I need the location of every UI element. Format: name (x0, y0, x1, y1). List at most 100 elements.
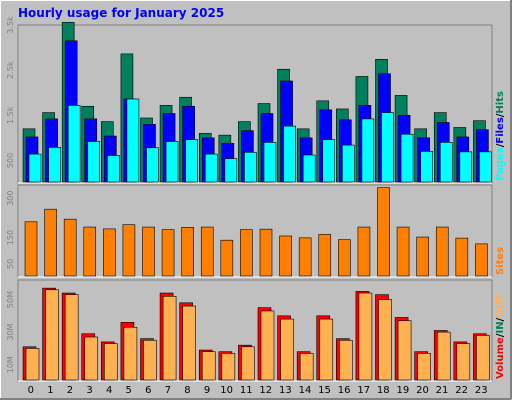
bar-pages-12 (263, 142, 277, 183)
x-tick-label: 15 (318, 385, 331, 396)
x-tick-label: 12 (259, 385, 272, 396)
bar-pages-19 (400, 133, 414, 183)
bar-sites-6 (142, 226, 155, 277)
bar-vol_in-20 (417, 353, 431, 381)
bar-pages-22 (459, 151, 473, 183)
bar-sites-20 (416, 236, 429, 277)
chart-panels: 5001.5k2.5k3.5kPages/Files/Hits50150300S… (6, 16, 506, 382)
x-tick-label: 1 (47, 385, 53, 396)
legend-separator: / (495, 333, 506, 337)
x-tick-label: 19 (397, 385, 410, 396)
bar-pages-10 (224, 158, 238, 183)
bar-sites-15 (318, 234, 332, 277)
bar-sites-11 (240, 229, 253, 277)
bar-vol_in-18 (378, 299, 392, 381)
legend-pages-files-hits: Pages/Files/Hits (495, 91, 506, 181)
bar-sites-23 (475, 243, 488, 277)
bar-pages-8 (185, 139, 198, 183)
x-tick-label: 8 (184, 385, 190, 396)
bar-vol_in-12 (260, 310, 275, 381)
bar-pages-9 (204, 153, 218, 183)
bar-pages-23 (479, 151, 492, 183)
bar-pages-21 (439, 142, 453, 183)
x-tick-label: 6 (145, 385, 151, 396)
x-tick-label: 23 (475, 385, 488, 396)
bar-pages-17 (361, 118, 375, 183)
y-tick-label: 150 (6, 230, 15, 245)
bar-vol_in-19 (397, 320, 412, 381)
bar-pages-7 (165, 141, 179, 183)
x-tick-label: 2 (67, 385, 73, 396)
x-tick-label: 5 (126, 385, 132, 396)
bar-sites-0 (24, 221, 38, 277)
bar-vol_in-11 (241, 346, 255, 381)
legend-separator: / (495, 317, 506, 321)
bar-sites-14 (298, 237, 312, 277)
bar-vol_in-5 (123, 326, 138, 381)
bar-pages-15 (322, 139, 336, 183)
bar-pages-16 (342, 144, 355, 183)
bar-sites-8 (181, 227, 194, 277)
bar-sites-2 (63, 218, 77, 277)
bar-sites-9 (200, 226, 214, 277)
bar-sites-22 (455, 237, 469, 277)
legend-sites: Sites (495, 247, 506, 275)
bar-vol_in-22 (456, 343, 471, 381)
y-tick-label: 2.5k (6, 61, 15, 79)
bar-vol_in-4 (104, 343, 118, 381)
legend-entry-files: Files (495, 117, 506, 143)
legend-entry-hits: IN (495, 321, 506, 333)
bar-vol_in-13 (280, 318, 294, 381)
x-tick-label: 16 (338, 385, 351, 396)
bar-vol_in-14 (299, 353, 314, 381)
y-tick-label: 3.5k (6, 16, 15, 34)
legend-separator: / (495, 143, 506, 147)
bar-sites-3 (83, 226, 97, 277)
x-tick-label: 14 (299, 385, 312, 396)
legend-separator: / (495, 113, 506, 117)
x-axis-hour-labels: 0 1 2 3 4 5 6 7 8 9 10 11 12 13 14 15 16 17 18 19 20 21 22 23 (28, 385, 488, 396)
legend-volume: Volume/IN/OUT (495, 294, 506, 379)
bar-pages-13 (283, 125, 296, 183)
bar-pages-11 (244, 152, 257, 183)
bar-vol_in-9 (201, 351, 216, 381)
y-tick-label: 50 (6, 259, 15, 269)
x-tick-label: 22 (455, 385, 468, 396)
bar-pages-1 (48, 147, 61, 183)
y-tick-label: 30M (6, 323, 15, 340)
bar-vol_in-15 (319, 318, 334, 381)
y-tick-label: 300 (6, 191, 15, 206)
bar-vol_in-23 (476, 335, 490, 381)
y-tick-label: 10M (6, 356, 15, 373)
bar-pages-18 (381, 112, 394, 183)
bar-pages-3 (87, 141, 101, 183)
bar-vol_in-21 (436, 331, 451, 381)
panel-sites: 50 150 300 Sites (6, 184, 506, 278)
y-tick-label: 50M (6, 291, 15, 308)
bar-pages-5 (126, 98, 140, 183)
bar-vol_in-7 (162, 295, 177, 381)
bar-vol_in-8 (182, 305, 196, 381)
legend-entry-volume: Volume (495, 337, 506, 379)
bar-sites-21 (435, 226, 449, 277)
x-tick-label: 18 (377, 385, 390, 396)
bar-sites-5 (122, 224, 136, 277)
bar-pages-20 (420, 151, 433, 183)
x-tick-label: 21 (436, 385, 449, 396)
bar-vol_in-3 (84, 336, 99, 381)
x-tick-label: 9 (204, 385, 210, 396)
bar-sites-19 (396, 226, 410, 277)
x-tick-label: 7 (165, 385, 171, 396)
legend-entry-sites: Sites (495, 247, 506, 275)
bar-vol_in-0 (25, 348, 40, 381)
bar-vol_in-16 (339, 339, 353, 381)
legend-entry-vol_in: OUT (495, 294, 506, 318)
bar-pages-0 (28, 153, 42, 183)
bar-sites-10 (220, 239, 234, 277)
y-tick-label: 1.5k (6, 106, 15, 124)
bar-vol_in-10 (221, 353, 236, 381)
bar-pages-4 (107, 155, 120, 183)
